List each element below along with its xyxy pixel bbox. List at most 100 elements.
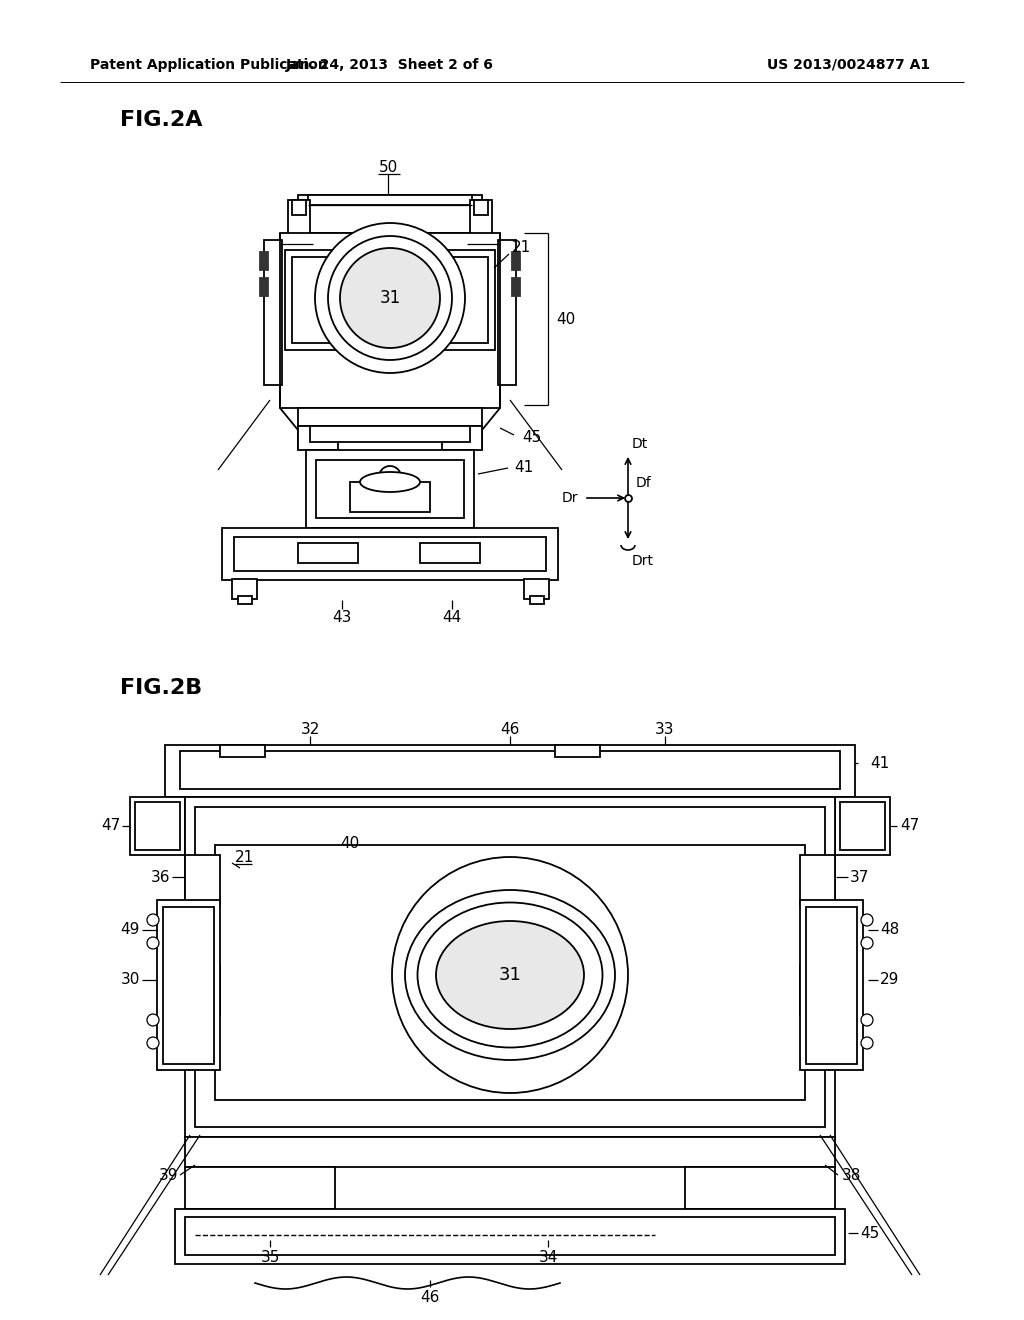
Circle shape — [315, 223, 465, 374]
Bar — [260, 252, 268, 271]
Text: 40: 40 — [556, 312, 575, 326]
Bar — [288, 201, 310, 249]
Bar — [310, 426, 470, 442]
Text: Df: Df — [636, 477, 651, 490]
Bar — [474, 201, 488, 215]
Circle shape — [861, 913, 873, 927]
Bar — [800, 965, 835, 1015]
Circle shape — [147, 913, 159, 927]
Bar — [308, 195, 472, 205]
Circle shape — [861, 937, 873, 949]
Text: 49: 49 — [121, 923, 140, 937]
Bar — [298, 426, 338, 450]
Bar — [175, 1209, 845, 1265]
Bar — [298, 408, 482, 426]
Ellipse shape — [418, 903, 602, 1048]
Bar — [530, 597, 544, 605]
Circle shape — [340, 248, 440, 348]
Text: Patent Application Publication: Patent Application Publication — [90, 58, 328, 73]
Bar — [512, 279, 520, 296]
Circle shape — [147, 1038, 159, 1049]
Bar — [420, 543, 480, 564]
Text: Drt: Drt — [632, 554, 654, 568]
Bar — [232, 579, 257, 599]
Text: 31: 31 — [379, 289, 400, 308]
Text: 46: 46 — [420, 1290, 439, 1304]
Bar — [442, 426, 482, 450]
Ellipse shape — [436, 921, 584, 1030]
Bar — [135, 803, 180, 850]
Text: FIG.2A: FIG.2A — [120, 110, 203, 129]
Bar — [316, 459, 464, 517]
Text: 40: 40 — [340, 836, 359, 850]
Text: 33: 33 — [655, 722, 675, 737]
Bar — [130, 797, 185, 855]
Bar — [163, 907, 214, 1064]
Bar — [298, 195, 482, 234]
Text: 44: 44 — [442, 610, 462, 624]
Bar — [195, 807, 825, 1127]
Text: 46: 46 — [501, 722, 520, 737]
Text: 21: 21 — [512, 240, 531, 256]
Bar — [260, 279, 268, 296]
Bar — [185, 1137, 835, 1167]
Bar — [264, 240, 282, 385]
Text: 37: 37 — [850, 870, 869, 884]
Ellipse shape — [360, 473, 420, 492]
Text: 34: 34 — [539, 1250, 558, 1265]
Text: 29: 29 — [880, 973, 899, 987]
Bar — [350, 482, 430, 512]
Bar — [185, 1167, 335, 1209]
Bar — [185, 965, 220, 1015]
Bar — [498, 240, 516, 385]
Text: 35: 35 — [260, 1250, 280, 1265]
Bar — [285, 249, 347, 350]
Ellipse shape — [406, 890, 615, 1060]
Text: Dr: Dr — [561, 491, 578, 506]
Bar — [524, 579, 549, 599]
Bar — [685, 1167, 835, 1209]
Circle shape — [392, 857, 628, 1093]
Bar — [185, 855, 220, 906]
Text: 30: 30 — [121, 973, 140, 987]
Bar — [433, 249, 495, 350]
Text: 38: 38 — [842, 1167, 861, 1183]
Bar — [165, 744, 855, 797]
Text: 21: 21 — [234, 850, 254, 865]
Bar — [222, 528, 558, 579]
Bar — [840, 803, 885, 850]
Bar — [800, 900, 863, 1071]
Circle shape — [379, 466, 401, 488]
Bar — [555, 744, 600, 756]
Text: 31: 31 — [499, 966, 521, 983]
Bar — [180, 751, 840, 789]
Bar — [292, 201, 306, 215]
Bar — [806, 907, 857, 1064]
Text: 41: 41 — [870, 755, 889, 771]
Text: 39: 39 — [159, 1167, 178, 1183]
Circle shape — [147, 1014, 159, 1026]
Text: Jan. 24, 2013  Sheet 2 of 6: Jan. 24, 2013 Sheet 2 of 6 — [286, 58, 494, 73]
Bar — [306, 450, 474, 528]
Bar — [298, 543, 358, 564]
Bar — [512, 252, 520, 271]
Circle shape — [861, 1038, 873, 1049]
Text: 36: 36 — [151, 870, 170, 884]
Circle shape — [328, 236, 452, 360]
Text: 47: 47 — [100, 818, 120, 833]
Bar — [185, 1217, 835, 1255]
Text: 48: 48 — [880, 923, 899, 937]
Text: Dt: Dt — [632, 437, 648, 451]
Bar — [185, 797, 835, 1137]
Text: FIG.2B: FIG.2B — [120, 678, 203, 698]
Text: 45: 45 — [522, 430, 542, 446]
Text: 41: 41 — [514, 461, 534, 475]
Text: 50: 50 — [379, 161, 397, 176]
Text: 32: 32 — [300, 722, 319, 737]
Bar — [234, 537, 546, 572]
Bar — [440, 257, 488, 343]
Bar — [220, 744, 265, 756]
Bar — [157, 900, 220, 1071]
Bar — [215, 845, 805, 1100]
Bar — [292, 257, 340, 343]
